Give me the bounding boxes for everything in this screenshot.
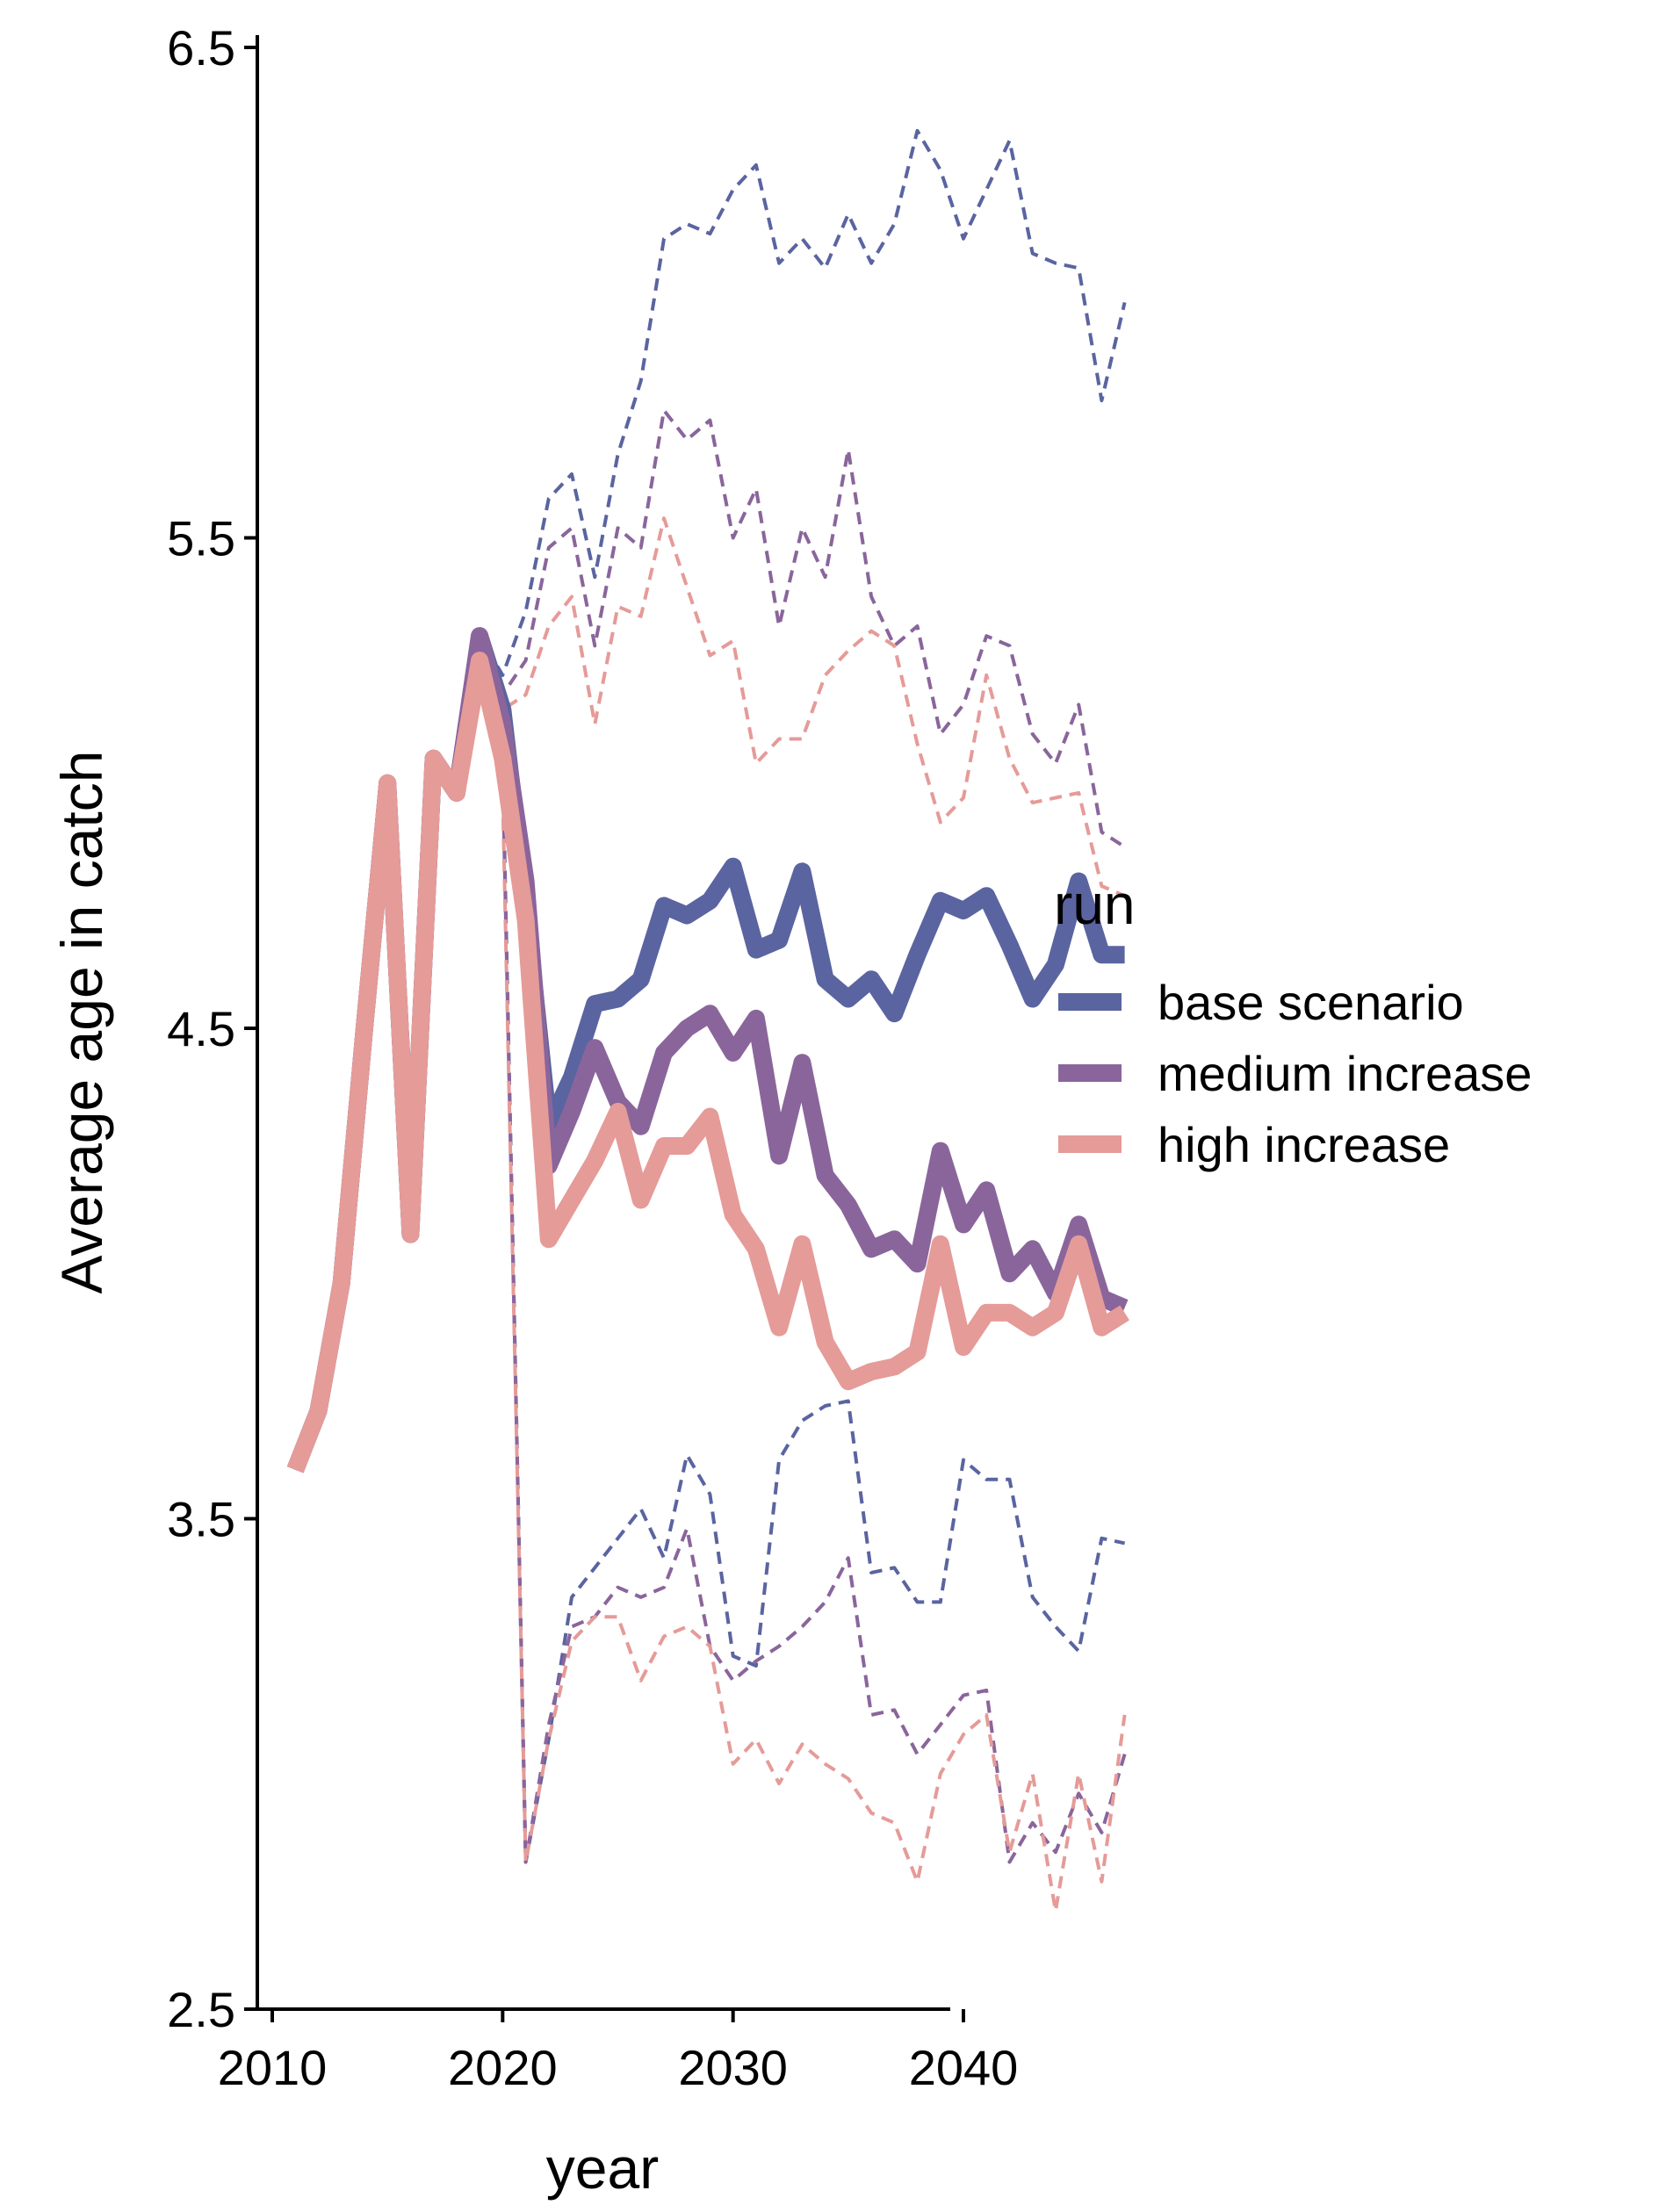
y-tick-label: 2.5	[167, 1982, 235, 2037]
legend-entries: base scenario medium increase high increas…	[1058, 975, 1532, 1172]
x-tick-label: 2020	[448, 2040, 558, 2095]
x-tick-label: 2030	[678, 2040, 788, 2095]
legend: run base scenario medium increase high inc…	[1054, 873, 1532, 1172]
series-mean-line	[286, 652, 1129, 1473]
y-tick-label: 6.5	[167, 20, 235, 76]
x-tick-label: 2040	[909, 2040, 1019, 2095]
legend-label: high increase	[1158, 1117, 1450, 1172]
y-tick-label: 4.5	[167, 1001, 235, 1056]
y-tick-label: 5.5	[167, 511, 235, 566]
y-tick-label: 3.5	[167, 1492, 235, 1547]
y-axis-ticks: 2.5 3.5 4.5 5.5 6.5	[167, 20, 257, 2037]
legend-label: base scenario	[1158, 975, 1464, 1030]
legend-title: run	[1054, 873, 1136, 936]
axes	[256, 35, 950, 2011]
plot-area	[286, 128, 1129, 1913]
series-lower-line	[293, 659, 1127, 1913]
x-axis-ticks: 2010 2020 2030 2040	[218, 2009, 1019, 2095]
legend-label: medium increase	[1158, 1046, 1532, 1101]
x-tick-label: 2010	[218, 2040, 328, 2095]
y-axis-title: Average age in catch	[49, 751, 114, 1294]
x-axis-title: year	[546, 2136, 659, 2201]
